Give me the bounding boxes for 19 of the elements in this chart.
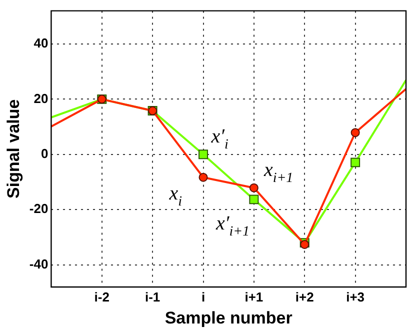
- x-tick-label: i-2: [94, 289, 110, 304]
- x-tick-label: i+2: [295, 289, 314, 304]
- y-axis-title: Signal value: [4, 99, 23, 198]
- y-tick-label: 40: [34, 36, 48, 51]
- x-tick-label: i+1: [244, 289, 264, 304]
- point: [198, 150, 208, 160]
- y-tick-label: 0: [40, 146, 48, 161]
- point: [249, 194, 259, 204]
- point: [350, 128, 360, 138]
- x-tick-label: i: [201, 289, 206, 304]
- x-axis-title: Sample number: [164, 308, 293, 328]
- x-tick-label: i-1: [144, 289, 160, 304]
- y-tick-label: -20: [29, 201, 48, 216]
- point: [249, 183, 258, 192]
- point: [350, 158, 360, 168]
- x-tick-label: i+3: [346, 289, 365, 304]
- y-tick-label: 20: [34, 90, 48, 106]
- point: [198, 172, 208, 182]
- y-tick-label: -40: [29, 256, 48, 272]
